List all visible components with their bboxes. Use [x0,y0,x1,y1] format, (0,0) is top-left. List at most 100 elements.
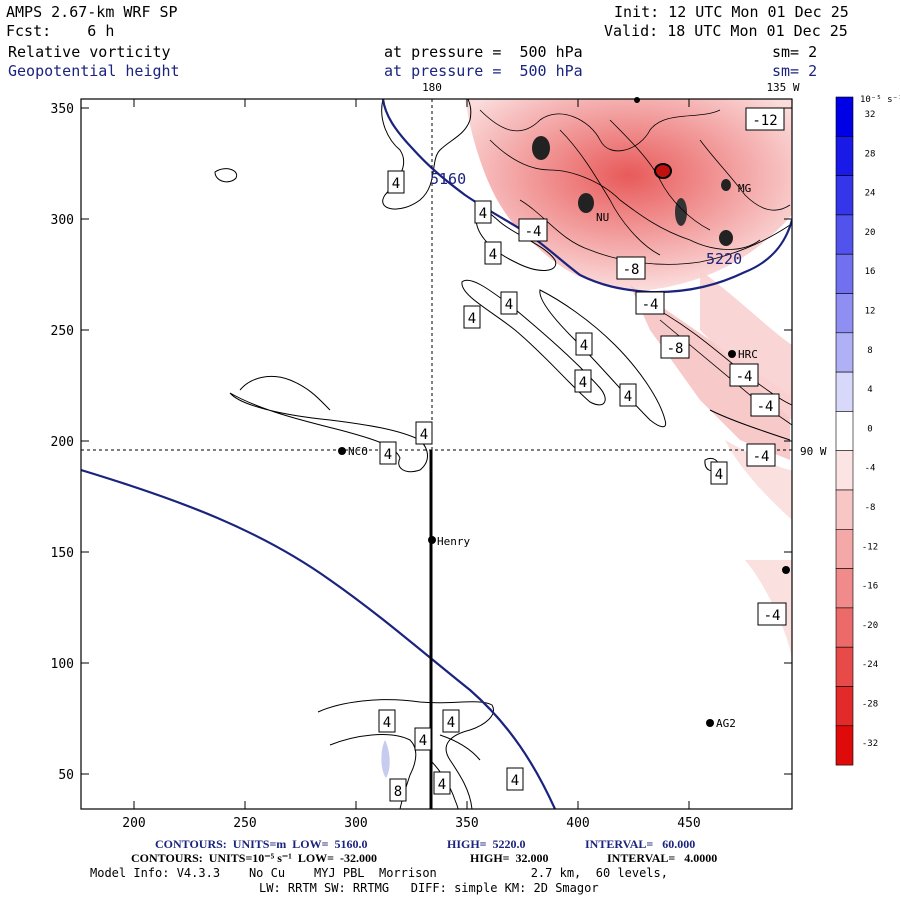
svg-text:-4: -4 [525,224,542,240]
colorbar-label: 28 [865,149,876,159]
y-tick-label: 150 [51,546,74,561]
field-vorticity-smoothing: sm= 2 [772,43,818,61]
svg-text:-8: -8 [667,341,684,357]
station-label: Henry [437,535,470,548]
colorbar-swatch [835,411,854,451]
svg-text:4: 4 [468,311,476,327]
colorbar-label: 12 [865,307,876,317]
contour-labels: 4 4 4 4 4 4 4 4 4 4 4 4 4 4 4 4 8 -4 -4 … [378,107,787,802]
map-panel: 50 100 150 200 250 300 350 200 250 300 3… [51,81,900,831]
colorbar-swatch [835,725,854,766]
y-tick-label: 100 [51,657,74,672]
colorbar-label: 20 [865,228,876,238]
y-tick-label: 300 [51,213,74,228]
plot-frame [80,98,793,810]
lon-label-180: 180 [422,81,442,94]
x-tick-label: 400 [566,816,589,831]
valid-time: Valid: 18 UTC Mon 01 Dec 25 [604,22,848,40]
vorticity-contour-high: HIGH= 32.000 [470,851,549,865]
colorbar-swatch [835,96,854,137]
field-vorticity-level: at pressure = 500 hPa [384,43,583,61]
vorticity-contour-info: CONTOURS: UNITS=10⁻⁵ s⁻¹ LOW= -32.000 [131,851,378,865]
colorbar-label: -28 [862,700,878,710]
station-label: AG2 [716,717,736,730]
y-tick-label: 50 [58,768,74,783]
svg-text:4: 4 [384,447,392,463]
colorbar-label: 4 [867,385,872,395]
colorbar-swatch [835,293,854,334]
colorbar-swatch [835,450,854,491]
svg-text:-12: -12 [752,113,777,129]
svg-text:-4: -4 [642,297,659,313]
colorbar-label: -32 [862,739,878,749]
svg-text:4: 4 [505,297,513,313]
colorbar-label: 16 [865,267,876,277]
forecast-hour: Fcst: 6 h [6,22,115,40]
svg-text:4: 4 [489,247,497,263]
colorbar-swatch [835,175,854,216]
height-contour-interval: INTERVAL= 60.000 [585,837,696,851]
colorbar: 32 28 24 20 16 12 8 4 0 -4 -8 -12 -16 -20 -24 -28 -32 [835,96,878,766]
colorbar-swatch [835,489,854,530]
geopotential-height-contours [81,99,792,809]
height-label: 5160 [430,170,466,188]
station-label: HRC [738,348,758,361]
colorbar-swatch [835,253,854,294]
colorbar-label: -16 [862,582,878,592]
init-time: Init: 12 UTC Mon 01 Dec 25 [614,3,849,21]
height-contour-info: CONTOURS: UNITS=m LOW= 5160.0 [155,837,368,851]
colorbar-label: 24 [865,189,876,199]
colorbar-swatch [835,214,854,255]
height-label: 5220 [706,250,742,268]
y-tick-label: 250 [51,324,74,339]
station-label: NCO [348,445,368,458]
colorbar-label: -12 [862,542,878,552]
svg-text:4: 4 [447,715,455,731]
colorbar-label: 32 [865,110,876,120]
colorbar-label: 0 [867,424,872,434]
svg-text:4: 4 [715,467,723,483]
svg-text:-4: -4 [736,369,753,385]
x-tick-label: 450 [677,816,700,831]
svg-text:4: 4 [438,777,446,793]
physics-info: LW: RRTM SW: RRTMG DIFF: simple KM: 2D S… [259,881,599,895]
x-tick-label: 350 [455,816,478,831]
colorbar-label: -20 [862,621,878,631]
svg-text:-4: -4 [764,608,781,624]
svg-text:-4: -4 [757,399,774,415]
station-label: MG [738,182,751,195]
field-vorticity-label: Relative vorticity [8,43,171,61]
colorbar-swatch [835,568,854,609]
colorbar-label: 8 [867,346,872,356]
y-tick-label: 350 [51,102,74,117]
svg-text:4: 4 [420,427,428,443]
svg-text:4: 4 [511,773,519,789]
lon-label-90w: 90 W [800,445,827,458]
station-label: NU [596,211,609,224]
svg-text:8: 8 [394,784,402,800]
x-tick-label: 300 [344,816,367,831]
colorbar-swatch [835,607,854,648]
model-info: Model Info: V4.3.3 No Cu MYJ PBL Morriso… [90,866,668,880]
svg-text:-4: -4 [753,449,770,465]
svg-text:4: 4 [580,338,588,354]
colorbar-label: -8 [865,503,876,513]
colorbar-swatch [835,371,854,412]
svg-text:4: 4 [419,733,427,749]
height-contour-high: HIGH= 5220.0 [447,837,526,851]
colorbar-label: -4 [865,464,876,474]
field-height-label: Geopotential height [8,62,180,80]
svg-text:-8: -8 [623,262,640,278]
colorbar-label: -24 [862,660,878,670]
colorbar-swatch [835,646,854,687]
svg-text:4: 4 [392,176,400,192]
colorbar-units: 10⁻⁵ s⁻¹ [860,95,900,105]
field-height-level: at pressure = 500 hPa [384,62,583,80]
x-tick-label: 250 [233,816,256,831]
svg-text:4: 4 [579,375,587,391]
svg-text:4: 4 [479,206,487,222]
colorbar-swatch [835,686,854,727]
colorbar-swatch [835,528,854,569]
lon-label-135w: 135 W [766,81,799,94]
colorbar-swatch [835,136,854,176]
